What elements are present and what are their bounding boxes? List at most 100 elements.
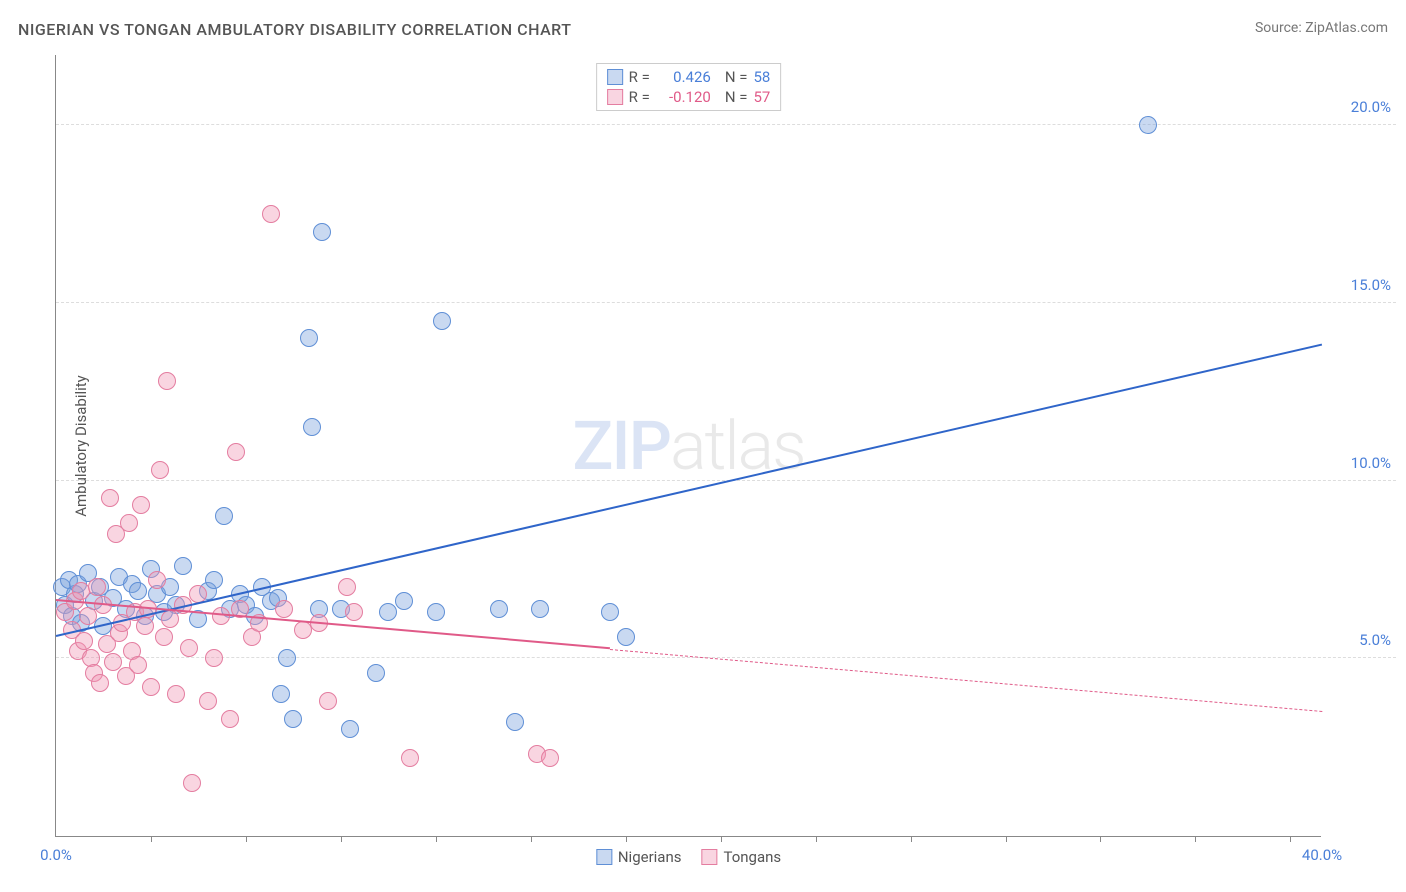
scatter-marker (174, 557, 192, 575)
scatter-marker (75, 632, 93, 650)
watermark-atlas: atlas (670, 406, 805, 486)
scatter-marker (1139, 116, 1157, 134)
x-tick (531, 836, 532, 842)
x-tick (436, 836, 437, 842)
scatter-marker (142, 678, 160, 696)
r-value-tongans: -0.120 (656, 88, 711, 106)
trend-line (56, 344, 1322, 637)
y-tick-label: 15.0% (1351, 276, 1391, 294)
x-tick (341, 836, 342, 842)
x-tick (246, 836, 247, 842)
scatter-marker (531, 600, 549, 618)
x-tick-label: 0.0% (40, 846, 72, 864)
watermark-zip: ZIP (572, 406, 670, 486)
scatter-marker (199, 692, 217, 710)
scatter-marker (284, 710, 302, 728)
plot-area: ZIPatlas R = 0.426 N = 58 R = -0.120 N =… (55, 55, 1321, 837)
scatter-marker (262, 205, 280, 223)
scatter-marker (401, 749, 419, 767)
gridline-h (56, 124, 1396, 125)
scatter-marker (221, 710, 239, 728)
legend-correlation: R = 0.426 N = 58 R = -0.120 N = 57 (596, 63, 782, 111)
scatter-marker (338, 578, 356, 596)
x-tick (721, 836, 722, 842)
n-label: N = (725, 68, 748, 86)
legend-item-tongans: Tongans (701, 848, 781, 866)
scatter-marker (379, 603, 397, 621)
scatter-marker (205, 649, 223, 667)
scatter-marker (132, 496, 150, 514)
scatter-marker (183, 774, 201, 792)
legend-row-nigerians: R = 0.426 N = 58 (607, 68, 771, 86)
scatter-marker (272, 685, 290, 703)
scatter-marker (79, 607, 97, 625)
legend-item-nigerians: Nigerians (596, 848, 682, 866)
scatter-marker (395, 592, 413, 610)
scatter-marker (129, 656, 147, 674)
x-tick (816, 836, 817, 842)
scatter-marker (433, 312, 451, 330)
x-tick-label: 40.0% (1302, 846, 1342, 864)
y-tick-label: 10.0% (1351, 454, 1391, 472)
legend-row-tongans: R = -0.120 N = 57 (607, 88, 771, 106)
scatter-marker (313, 223, 331, 241)
scatter-marker (120, 514, 138, 532)
r-label: R = (629, 68, 650, 86)
scatter-marker (490, 600, 508, 618)
scatter-marker (601, 603, 619, 621)
y-tick-label: 20.0% (1351, 98, 1391, 116)
watermark: ZIPatlas (572, 406, 804, 486)
swatch-tongans (701, 849, 717, 865)
chart-source: Source: ZipAtlas.com (1255, 20, 1388, 36)
r-value-nigerians: 0.426 (656, 68, 711, 86)
scatter-marker (319, 692, 337, 710)
scatter-marker (205, 571, 223, 589)
legend-series: Nigerians Tongans (596, 848, 781, 866)
swatch-nigerians (596, 849, 612, 865)
x-tick (1006, 836, 1007, 842)
scatter-marker (541, 749, 559, 767)
scatter-marker (91, 674, 109, 692)
scatter-marker (227, 443, 245, 461)
chart-container: NIGERIAN VS TONGAN AMBULATORY DISABILITY… (0, 0, 1406, 892)
scatter-marker (345, 603, 363, 621)
scatter-marker (303, 418, 321, 436)
source-name: ZipAtlas.com (1305, 20, 1388, 36)
series-label-nigerians: Nigerians (618, 848, 682, 866)
scatter-marker (155, 628, 173, 646)
scatter-marker (341, 720, 359, 738)
gridline-h (56, 302, 1396, 303)
n-label: N = (725, 88, 748, 106)
scatter-marker (427, 603, 445, 621)
scatter-marker (161, 610, 179, 628)
scatter-marker (88, 578, 106, 596)
x-tick (911, 836, 912, 842)
series-label-tongans: Tongans (723, 848, 781, 866)
n-value-nigerians: 58 (753, 68, 770, 86)
x-tick (151, 836, 152, 842)
chart-title: NIGERIAN VS TONGAN AMBULATORY DISABILITY… (18, 20, 571, 39)
x-tick (1195, 836, 1196, 842)
scatter-marker (101, 489, 119, 507)
x-tick (626, 836, 627, 842)
scatter-marker (180, 639, 198, 657)
scatter-marker (136, 617, 154, 635)
scatter-marker (617, 628, 635, 646)
scatter-marker (367, 664, 385, 682)
scatter-marker (506, 713, 524, 731)
scatter-marker (151, 461, 169, 479)
y-tick-label: 5.0% (1359, 631, 1391, 649)
scatter-marker (167, 685, 185, 703)
scatter-marker (275, 600, 293, 618)
scatter-marker (129, 582, 147, 600)
x-tick (1290, 836, 1291, 842)
scatter-marker (215, 507, 233, 525)
scatter-marker (158, 372, 176, 390)
scatter-marker (300, 329, 318, 347)
r-label: R = (629, 88, 650, 106)
swatch-nigerians (607, 69, 623, 85)
scatter-marker (278, 649, 296, 667)
source-prefix: Source: (1255, 20, 1305, 36)
n-value-tongans: 57 (753, 88, 770, 106)
swatch-tongans (607, 89, 623, 105)
